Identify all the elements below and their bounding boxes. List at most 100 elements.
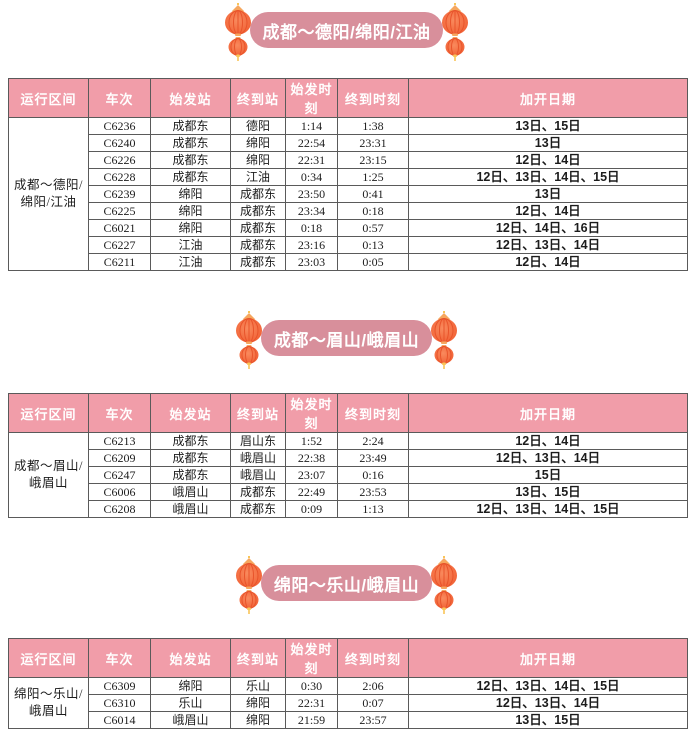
schedule-section: 成都～德阳/绵阳/江油 — [0, 0, 693, 271]
dates-cell: 13日、15日 — [408, 117, 688, 135]
to-cell: 德阳 — [230, 117, 286, 135]
dates-cell: 12日、13日、14日 — [408, 236, 688, 254]
depart-cell: 0:18 — [285, 219, 338, 237]
column-header-destination: 终到站 — [230, 393, 286, 433]
column-header-arrival: 终到时刻 — [337, 638, 409, 678]
from-cell: 成都东 — [150, 432, 231, 450]
train-cell: C6228 — [88, 168, 151, 186]
schedule-table: 运行区间 车次 始发站 终到站 始发时刻 终到时刻 加开日期 成都～德阳/绵阳/… — [8, 78, 688, 271]
schedule-section: 绵阳～乐山/峨眉山 — [0, 556, 693, 729]
from-cell: 峨眉山 — [150, 483, 231, 501]
to-cell: 成都东 — [230, 236, 286, 254]
to-cell: 成都东 — [230, 219, 286, 237]
lantern-icon — [235, 556, 262, 614]
route-label-line: 成都～德阳/ — [14, 178, 83, 192]
arrive-cell: 0:18 — [337, 202, 409, 220]
column-header-dates: 加开日期 — [408, 393, 688, 433]
depart-cell: 0:34 — [285, 168, 338, 186]
dates-cell: 15日 — [408, 466, 688, 484]
dates-cell: 12日、14日 — [408, 432, 688, 450]
from-cell: 成都东 — [150, 117, 231, 135]
route-cell: 成都～德阳/绵阳/江油 — [8, 117, 89, 271]
table-row: C6208 峨眉山 成都东 0:09 1:13 12日、13日、14日、15日 — [9, 500, 688, 518]
column-header-departure: 始发时刻 — [285, 393, 338, 433]
train-cell: C6247 — [88, 466, 151, 484]
table-row: C6310 乐山 绵阳 22:31 0:07 12日、13日、14日 — [9, 694, 688, 712]
to-cell: 成都东 — [230, 483, 286, 501]
arrive-cell: 0:41 — [337, 185, 409, 203]
depart-cell: 22:54 — [285, 134, 338, 152]
to-cell: 绵阳 — [230, 711, 286, 729]
arrive-cell: 0:57 — [337, 219, 409, 237]
schedule-table: 运行区间 车次 始发站 终到站 始发时刻 终到时刻 加开日期 绵阳～乐山/峨眉山… — [8, 638, 688, 729]
train-cell: C6211 — [88, 253, 151, 271]
table-header-row: 运行区间 车次 始发站 终到站 始发时刻 终到时刻 加开日期 — [8, 638, 688, 678]
from-cell: 成都东 — [150, 151, 231, 169]
depart-cell: 1:52 — [285, 432, 338, 450]
train-cell: C6239 — [88, 185, 151, 203]
column-header-departure: 始发时刻 — [285, 78, 338, 118]
arrive-cell: 2:24 — [337, 432, 409, 450]
route-label-line: 绵阳/江油 — [20, 195, 77, 209]
column-header-route: 运行区间 — [8, 393, 89, 433]
train-cell: C6225 — [88, 202, 151, 220]
route-label-line: 峨眉山 — [28, 476, 68, 490]
from-cell: 江油 — [150, 236, 231, 254]
schedule-table: 运行区间 车次 始发站 终到站 始发时刻 终到时刻 加开日期 成都～眉山/峨眉山… — [8, 393, 688, 518]
depart-cell: 0:09 — [285, 500, 338, 518]
arrive-cell: 2:06 — [337, 677, 409, 695]
from-cell: 绵阳 — [150, 202, 231, 220]
train-cell: C6236 — [88, 117, 151, 135]
column-header-train: 车次 — [88, 78, 151, 118]
to-cell: 成都东 — [230, 500, 286, 518]
section-title: 绵阳～乐山/峨眉山 — [273, 575, 420, 595]
section-title: 成都～德阳/绵阳/江油 — [262, 22, 431, 42]
lantern-icon — [431, 311, 458, 369]
lantern-icon — [235, 311, 262, 369]
depart-cell: 21:59 — [285, 711, 338, 729]
train-cell: C6021 — [88, 219, 151, 237]
table-row: 成都～德阳/绵阳/江油 C6236 成都东 德阳 1:14 1:38 13日、15日 — [8, 117, 688, 271]
depart-cell: 22:38 — [285, 449, 338, 467]
depart-cell: 22:49 — [285, 483, 338, 501]
route-label-line: 成都～眉山/ — [14, 459, 83, 473]
depart-cell: 23:50 — [285, 185, 338, 203]
column-header-departure: 始发时刻 — [285, 638, 338, 678]
route-cell: 绵阳～乐山/峨眉山 — [8, 677, 89, 729]
column-header-origin: 始发站 — [150, 78, 231, 118]
to-cell: 眉山东 — [230, 432, 286, 450]
depart-cell: 22:31 — [285, 151, 338, 169]
train-cell: C6209 — [88, 449, 151, 467]
table-row: C6239 绵阳 成都东 23:50 0:41 13日 — [9, 185, 688, 203]
from-cell: 江油 — [150, 253, 231, 271]
column-header-route: 运行区间 — [8, 638, 89, 678]
depart-cell: 23:03 — [285, 253, 338, 271]
table-row: C6006 峨眉山 成都东 22:49 23:53 13日、15日 — [9, 483, 688, 501]
dates-cell: 12日、13日、14日 — [408, 449, 688, 467]
from-cell: 成都东 — [150, 449, 231, 467]
table-row: C6228 成都东 江油 0:34 1:25 12日、13日、14日、15日 — [9, 168, 688, 186]
route-label-line: 绵阳～乐山/ — [14, 687, 83, 701]
route-cell: 成都～眉山/峨眉山 — [8, 432, 89, 518]
dates-cell: 12日、14日、16日 — [408, 219, 688, 237]
train-cell: C6006 — [88, 483, 151, 501]
to-cell: 峨眉山 — [230, 466, 286, 484]
dates-cell: 13日 — [408, 134, 688, 152]
lantern-icon — [224, 3, 251, 61]
arrive-cell: 0:16 — [337, 466, 409, 484]
dates-cell: 13日、15日 — [408, 711, 688, 729]
section-header: 成都～德阳/绵阳/江油 — [0, 3, 693, 61]
to-cell: 成都东 — [230, 202, 286, 220]
arrive-cell: 1:25 — [337, 168, 409, 186]
from-cell: 峨眉山 — [150, 500, 231, 518]
to-cell: 江油 — [230, 168, 286, 186]
dates-cell: 12日、14日 — [408, 253, 688, 271]
table-row: C6240 成都东 绵阳 22:54 23:31 13日 — [9, 134, 688, 152]
column-header-route: 运行区间 — [8, 78, 89, 118]
arrive-cell: 1:38 — [337, 117, 409, 135]
from-cell: 绵阳 — [150, 185, 231, 203]
dates-cell: 12日、13日、14日、15日 — [408, 677, 688, 695]
section-title-pill: 成都～德阳/绵阳/江油 — [249, 12, 444, 48]
table-row: 成都～眉山/峨眉山 C6213 成都东 眉山东 1:52 2:24 12日、14日 — [8, 432, 688, 518]
